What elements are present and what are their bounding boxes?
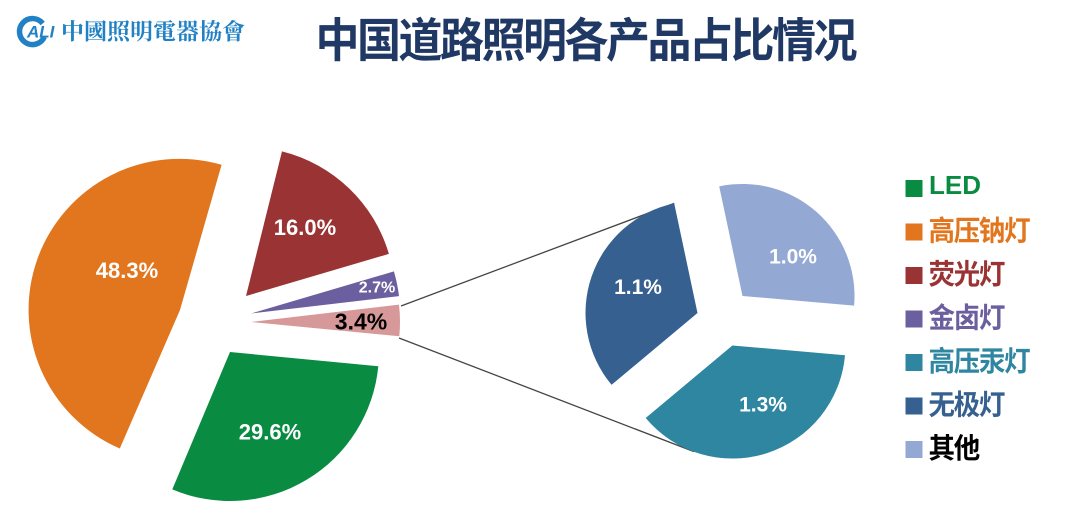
svg-text:LED: LED <box>929 170 981 200</box>
svg-text:1.3%: 1.3% <box>739 394 787 417</box>
svg-text:3.4%: 3.4% <box>335 309 387 335</box>
svg-text:29.6%: 29.6% <box>239 420 301 445</box>
svg-text:48.3%: 48.3% <box>96 258 158 283</box>
svg-text:ALI: ALI <box>26 23 56 42</box>
svg-text:2.7%: 2.7% <box>359 280 395 297</box>
svg-text:16.0%: 16.0% <box>274 215 336 240</box>
svg-text:1.0%: 1.0% <box>769 246 817 269</box>
svg-text:1.1%: 1.1% <box>614 276 662 299</box>
